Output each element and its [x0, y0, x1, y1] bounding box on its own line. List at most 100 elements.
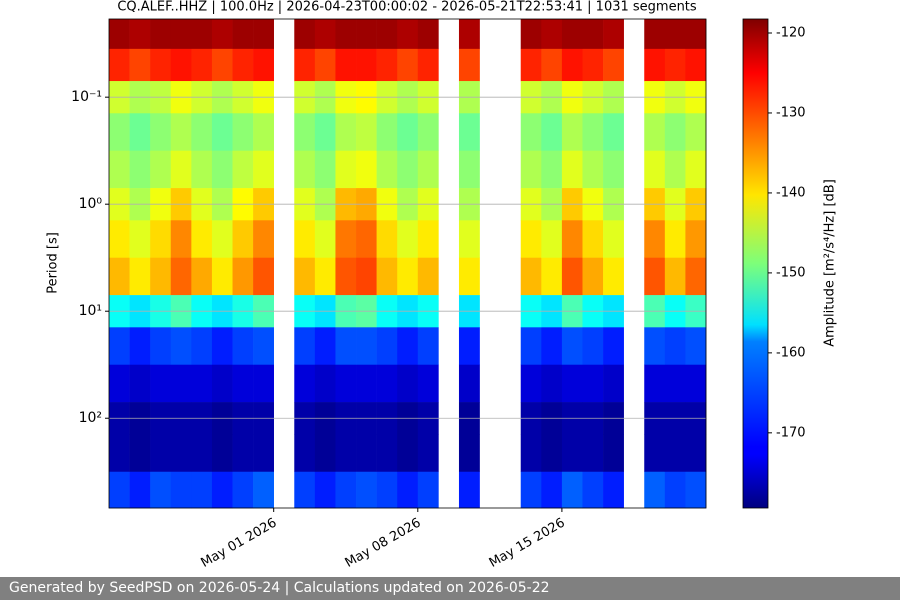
heatmap-cell	[150, 48, 172, 82]
heatmap-cell	[356, 364, 377, 403]
y-tick-label: 10²	[79, 410, 102, 426]
heatmap-cell	[356, 471, 377, 509]
heatmap-cell	[417, 220, 439, 259]
heatmap-cell	[211, 220, 233, 259]
heatmap-cell	[603, 150, 624, 189]
heatmap-cell	[685, 113, 707, 151]
heatmap-cell	[253, 434, 274, 473]
heatmap-cell	[294, 364, 316, 403]
heatmap-cell	[644, 113, 666, 151]
heatmap-cell	[582, 48, 604, 82]
heatmap-cell	[644, 434, 666, 473]
plot-frame	[108, 18, 707, 509]
heatmap-cell	[232, 113, 254, 151]
heatmap-cell	[417, 113, 439, 151]
heatmap-cell	[644, 19, 666, 50]
heatmap-cell	[561, 150, 583, 189]
heatmap-cell	[376, 327, 398, 366]
heatmap-cell	[520, 257, 542, 296]
heatmap-cell	[582, 150, 604, 189]
heatmap-cell	[294, 434, 316, 473]
heatmap-cell	[170, 19, 192, 50]
heatmap-cell	[458, 364, 480, 403]
heatmap-cell	[191, 471, 213, 509]
heatmap-cell	[294, 113, 316, 151]
heatmap-cell	[150, 220, 172, 259]
heatmap-cell	[417, 150, 439, 189]
heatmap-cell	[520, 48, 542, 82]
heatmap-cell	[541, 434, 563, 473]
heatmap-cell	[314, 220, 336, 259]
heatmap-cell	[314, 327, 336, 366]
heatmap-cell	[294, 150, 316, 189]
heatmap-cell	[376, 48, 398, 82]
heatmap-cell	[520, 113, 542, 151]
heatmap-cell	[376, 19, 398, 50]
heatmap-cell	[356, 150, 377, 189]
heatmap-cell	[335, 327, 357, 366]
heatmap-cell	[376, 220, 398, 259]
heatmap-cell	[356, 220, 377, 259]
heatmap-cell	[582, 19, 604, 50]
heatmap-cell	[397, 471, 419, 509]
heatmap-cell	[664, 434, 686, 473]
heatmap-cell	[541, 257, 563, 296]
heatmap-cell	[376, 471, 398, 509]
heatmap-cell	[335, 19, 357, 50]
heatmap-cell	[603, 113, 624, 151]
heatmap-cell	[232, 150, 254, 189]
heatmap-cell	[150, 471, 172, 509]
heatmap-cell	[294, 19, 316, 50]
heatmap-cell	[458, 327, 480, 366]
heatmap-cell	[211, 257, 233, 296]
heatmap-cell	[458, 257, 480, 296]
colorbar-tick-label: -170	[776, 425, 806, 440]
heatmap-cell	[458, 150, 480, 189]
heatmap-cell	[644, 471, 666, 509]
heatmap-cell	[582, 220, 604, 259]
heatmap-cell	[397, 150, 419, 189]
heatmap-cell	[685, 48, 707, 82]
x-tick-label: May 01 2026	[199, 516, 280, 571]
heatmap-cell	[520, 434, 542, 473]
heatmap-cell	[314, 113, 336, 151]
heatmap-cell	[458, 220, 480, 259]
heatmap-cell	[417, 434, 439, 473]
heatmap-cell	[603, 327, 624, 366]
heatmap-cell	[685, 434, 707, 473]
heatmap-cell	[582, 471, 604, 509]
heatmap-cell	[109, 434, 130, 473]
heatmap-cell	[109, 471, 130, 509]
heatmap-cell	[664, 471, 686, 509]
heatmap-cell	[685, 19, 707, 50]
colorbar-tick-label: -130	[776, 105, 806, 120]
heatmap-cell	[253, 150, 274, 189]
heatmap	[109, 19, 707, 509]
heatmap-cell	[603, 19, 624, 50]
heatmap-cell	[109, 150, 130, 189]
heatmap-cell	[376, 434, 398, 473]
heatmap-cell	[170, 434, 192, 473]
heatmap-cell	[314, 257, 336, 296]
heatmap-cell	[314, 48, 336, 82]
heatmap-cell	[376, 150, 398, 189]
heatmap-cell	[664, 257, 686, 296]
heatmap-cell	[644, 150, 666, 189]
heatmap-cell	[211, 434, 233, 473]
y-tick-label: 10⁰	[79, 196, 103, 212]
heatmap-cell	[458, 471, 480, 509]
heatmap-cell	[294, 471, 316, 509]
heatmap-cell	[335, 113, 357, 151]
heatmap-cell	[397, 220, 419, 259]
colorbar-tick-label: -150	[776, 265, 806, 280]
heatmap-cell	[129, 113, 151, 151]
heatmap-cell	[685, 257, 707, 296]
heatmap-cell	[211, 364, 233, 403]
heatmap-cell	[356, 48, 377, 82]
heatmap-cell	[664, 150, 686, 189]
heatmap-cell	[232, 19, 254, 50]
heatmap-cell	[129, 327, 151, 366]
heatmap-cell	[664, 327, 686, 366]
heatmap-cell	[129, 364, 151, 403]
heatmap-cell	[129, 150, 151, 189]
